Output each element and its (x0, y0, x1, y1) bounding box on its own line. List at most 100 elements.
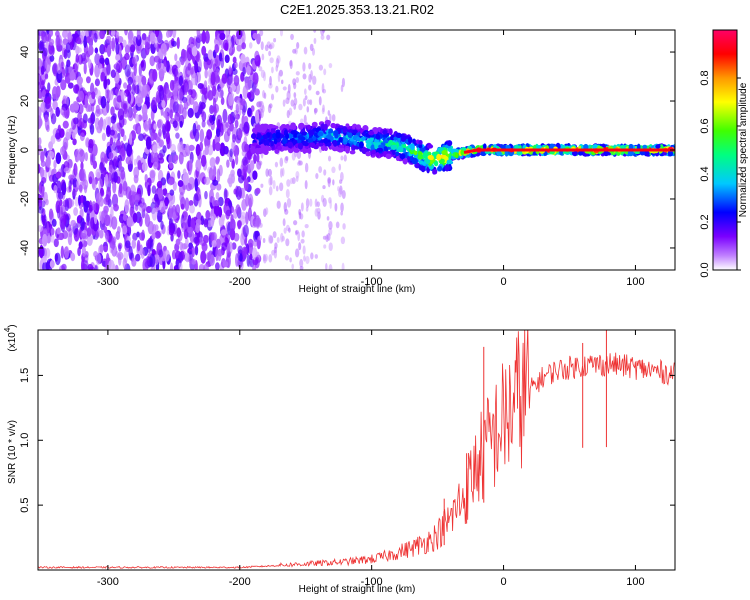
heatmap-noise-cell (210, 215, 215, 227)
heatmap-signal-cell (301, 131, 307, 136)
heatmap-noise-cell (255, 187, 261, 195)
heatmap-noise-cell (126, 144, 133, 157)
snr-y-tick-label: 1.5 (19, 368, 31, 383)
heatmap-noise-cell (308, 84, 312, 91)
heatmap-noise-cell (237, 168, 242, 178)
heatmap-signal-cell (251, 133, 257, 140)
heatmap-noise-cell (313, 37, 317, 44)
heatmap-noise-cell (117, 35, 124, 43)
heatmap-noise-cell (316, 201, 320, 208)
heatmap-noise-cell (192, 101, 199, 113)
heatmap-signal-cell (328, 128, 334, 134)
heatmap-noise-cell (267, 168, 272, 177)
heatmap-noise-cell (93, 213, 98, 225)
heatmap-noise-cell (38, 137, 42, 146)
heatmap-noise-cell (176, 36, 180, 50)
heatmap-noise-cell (252, 265, 257, 270)
heatmap-noise-cell (277, 72, 281, 83)
heatmap-noise-cell (206, 58, 212, 66)
heatmap-noise-cell (67, 32, 72, 41)
heatmap-noise-cell (78, 184, 83, 192)
heatmap-noise-cell (136, 30, 141, 40)
heatmap-noise-cell (99, 244, 104, 253)
heatmap-noise-cell (305, 255, 310, 265)
heatmap-noise-cell (104, 214, 111, 227)
heatmap-signal-cell (254, 124, 262, 129)
heatmap-noise-cell (312, 75, 317, 86)
heatmap-noise-cell (172, 120, 178, 129)
heatmap-noise-cell (118, 160, 122, 170)
heatmap-noise-cell (141, 103, 148, 117)
heatmap-signal-cell (662, 151, 667, 156)
heatmap-noise-cell (241, 246, 248, 260)
snr-frame (37, 329, 676, 571)
heatmap-noise-cell (192, 91, 198, 101)
heatmap-signal-cell (263, 123, 269, 130)
heatmap-signal-cell (285, 133, 290, 140)
heatmap-noise-cell (264, 207, 269, 215)
heatmap-noise-cell (303, 255, 306, 262)
heatmap-noise-cell (244, 77, 251, 91)
heatmap-noise-cell (50, 113, 57, 125)
heatmap-noise-cell (261, 53, 265, 61)
heatmap-noise-cell (260, 69, 266, 79)
heatmap-noise-cell (74, 164, 78, 176)
heatmap-noise-cell (207, 144, 214, 156)
heatmap-noise-cell (249, 253, 253, 261)
heatmap-noise-cell (196, 124, 201, 131)
snr-y-ticks: 0.5 1.0 1.5 (19, 368, 675, 513)
heatmap-noise-cell (274, 161, 279, 168)
heatmap-noise-cell (83, 62, 87, 75)
heatmap-noise-cell (340, 211, 344, 216)
heatmap-noise-cell (106, 35, 112, 44)
heatmap-noise-cell (46, 64, 51, 73)
heatmap-noise-cell (293, 103, 297, 110)
heatmap-noise-cell (169, 189, 175, 196)
heatmap-noise-cell (141, 32, 147, 41)
heatmap-noise-cell (54, 253, 59, 262)
heatmap-signal-cell (444, 164, 450, 172)
heatmap-noise-cell (112, 113, 117, 121)
heatmap-noise-cell (212, 63, 217, 73)
heatmap-noise-cell (179, 191, 184, 203)
heatmap-noise-cell (72, 177, 78, 188)
heatmap-signal-cell (338, 144, 345, 149)
heatmap-noise-cell (327, 109, 331, 116)
heatmap-signal-cell (330, 122, 337, 129)
heatmap-noise-cell (75, 53, 79, 63)
heatmap-noise-cell (60, 79, 67, 91)
heatmap-noise-cell (145, 205, 152, 214)
heatmap-signal-cell (323, 137, 329, 144)
heatmap-noise-cell (74, 196, 79, 207)
heatmap-noise-cell (133, 174, 139, 184)
heatmap-noise-cell (50, 227, 55, 236)
heatmap-signal-cell (257, 147, 263, 155)
heatmap-noise-cell (141, 84, 148, 98)
heatmap-noise-cell (110, 106, 115, 116)
heatmap-signal-cell (505, 145, 511, 150)
heatmap-noise-cell (53, 238, 59, 248)
heatmap-noise-cell (58, 199, 63, 207)
heatmap-signal-cell (323, 123, 328, 131)
heatmap-noise-cell (111, 216, 118, 230)
heatmap-noise-cell (122, 257, 128, 269)
heatmap-signal-cell (273, 138, 278, 145)
heatmap-noise-cell (298, 242, 302, 251)
heatmap-x-axis-label: Height of straight line (km) (299, 284, 416, 295)
heatmap-noise-cell (68, 174, 75, 181)
heatmap-noise-cell (268, 82, 273, 89)
heatmap-noise-cell (210, 71, 216, 86)
heatmap-noise-cell (201, 120, 206, 128)
heatmap-noise-cell (194, 245, 199, 256)
heatmap-noise-cell (248, 197, 252, 210)
heatmap-signal-cell (418, 140, 423, 145)
heatmap-noise-cell (157, 58, 162, 70)
heatmap-noise-cell (294, 248, 300, 258)
heatmap-noise-cell (223, 188, 228, 201)
heatmap-noise-cell (40, 101, 47, 113)
heatmap-noise-cell (100, 151, 106, 164)
heatmap-noise-cell (188, 89, 193, 96)
heatmap-noise-cell (295, 171, 300, 179)
chart-title: C2E1.2025.353.13.21.R02 (280, 2, 434, 17)
heatmap-noise-cell (328, 242, 333, 252)
